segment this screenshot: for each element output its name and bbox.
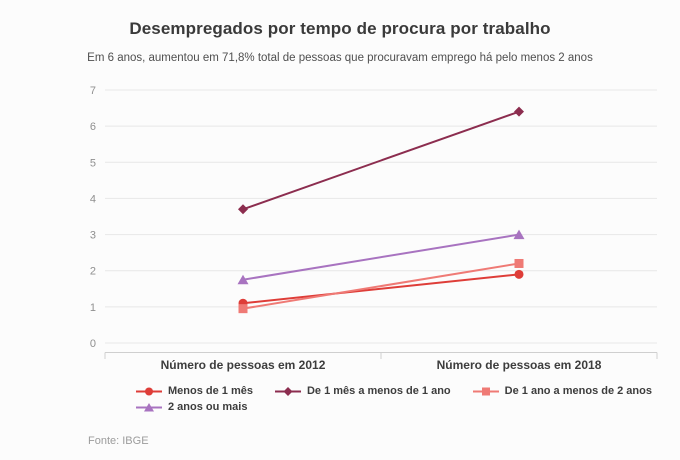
data-point-marker [238,204,248,215]
data-point-marker [237,274,249,285]
x-axis-category-label: Número de pessoas em 2012 [161,358,326,372]
x-axis-category-label: Número de pessoas em 2018 [437,358,602,372]
chart-subtitle: Em 6 anos, aumentou em 71,8% total de pe… [87,52,593,64]
series-line [242,233,520,281]
legend-diamond-icon [274,386,301,396]
legend-item[interactable]: Menos de 1 mês [136,385,253,397]
data-point-marker [514,269,524,279]
legend-label: De 1 ano a menos de 2 anos [504,385,652,397]
y-axis-tick-label: 5 [90,157,96,169]
y-axis-tick-label: 2 [90,266,96,278]
source-note: Fonte: IBGE [88,435,149,447]
chart-legend: Menos de 1 mês De 1 mês a menos de 1 ano D… [136,385,680,413]
legend-label: Menos de 1 mês [168,385,253,397]
y-axis-tick-label: 4 [90,193,96,205]
data-point-marker [514,258,524,268]
y-axis-tick-label: 3 [90,230,96,242]
y-axis-tick-label: 7 [90,85,96,97]
legend-item[interactable]: De 1 mês a menos de 1 ano [274,385,451,397]
data-point-marker [514,106,524,117]
y-axis-tick-label: 1 [90,302,96,314]
series-line [242,262,520,310]
legend-square-icon [472,387,499,395]
series-line [242,273,520,305]
legend-item[interactable]: 2 anos ou mais [136,401,247,413]
y-axis-tick-label: 0 [90,338,96,350]
legend-item[interactable]: De 1 ano a menos de 2 anos [472,385,652,397]
data-point-marker [238,304,248,314]
series-line [242,110,520,211]
legend-circle-icon [136,387,162,395]
legend-label: De 1 mês a menos de 1 ano [306,385,451,397]
legend-triangle-icon [136,402,162,411]
data-point-marker [513,229,525,240]
y-axis-tick-label: 6 [90,121,96,133]
legend-label: 2 anos ou mais [168,401,248,413]
chart-title: Desempregados por tempo de procura por t… [129,19,551,38]
